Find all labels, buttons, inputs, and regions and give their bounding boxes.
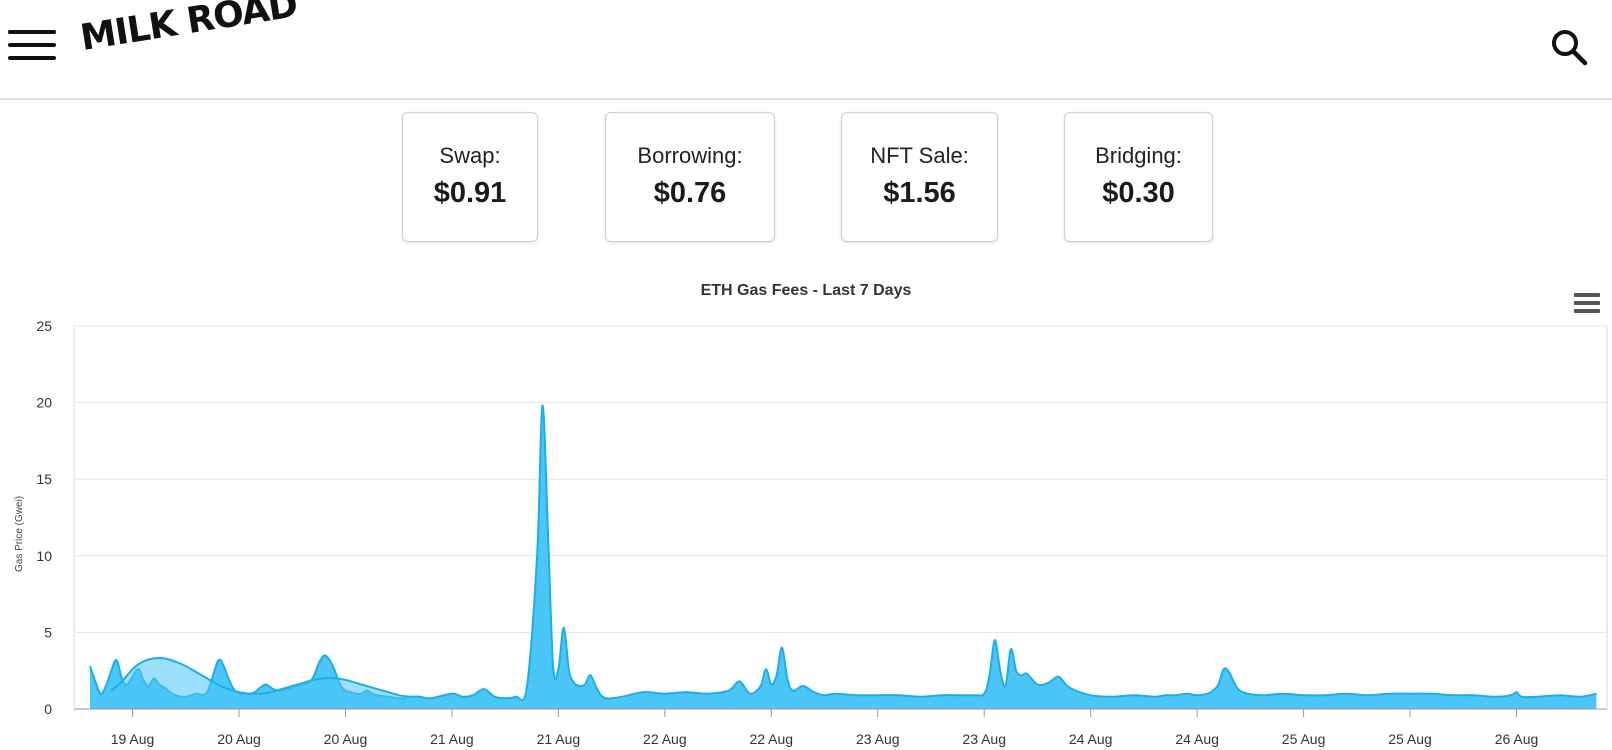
x-tick-label: 19 Aug (111, 731, 155, 747)
x-tick-label: 25 Aug (1282, 731, 1326, 747)
series-line-0 (89, 404, 1597, 702)
y-tick-label: 10 (36, 548, 52, 564)
x-tick-label: 22 Aug (643, 731, 687, 747)
x-tick-label: 20 Aug (324, 731, 368, 747)
x-tick-label: 25 Aug (1388, 731, 1432, 747)
bridging-fee-label: Bridging: (1095, 143, 1182, 168)
y-tick-label: 15 (36, 471, 52, 487)
swap-fee-label: Swap: (439, 143, 501, 168)
x-tick-label: 21 Aug (430, 731, 474, 747)
x-tick-label: 24 Aug (1069, 731, 1113, 747)
plot-border (73, 325, 1608, 710)
x-tick-label: 20 Aug (217, 731, 261, 747)
top-navigation-bar: MILK ROAD (0, 0, 1612, 100)
chart-title: ETH Gas Fees - Last 7 Days (700, 282, 912, 299)
x-tick-label: 23 Aug (962, 731, 1006, 747)
series-area-0 (90, 405, 1597, 709)
bridging-fee-value: $0.30 (1102, 177, 1175, 209)
y-tick-label: 5 (44, 624, 52, 640)
chart-series (89, 404, 1597, 709)
borrowing-fee-label: Borrowing: (637, 143, 743, 168)
swap-fee-card: Swap: $0.91 (402, 112, 538, 242)
series-area-1 (111, 658, 410, 709)
x-tick-label: 21 Aug (537, 731, 581, 747)
hamburger-icon[interactable] (8, 30, 58, 62)
chart-menu-icon[interactable] (1574, 293, 1600, 315)
nft-sale-fee-value: $1.56 (883, 177, 956, 209)
milk-road-logo[interactable]: MILK ROAD (77, 0, 301, 60)
x-tick-label: 22 Aug (749, 731, 793, 747)
x-tick-label: 26 Aug (1495, 731, 1539, 747)
y-tick-label: 0 (44, 701, 52, 717)
borrowing-fee-value: $0.76 (653, 177, 727, 209)
y-axis-label: Gas Price (Gwei) (14, 495, 25, 572)
nft-sale-fee-card: NFT Sale: $1.56 (841, 112, 998, 242)
y-tick-label: 20 (36, 395, 52, 411)
gas-fee-area-chart: 0 5 10 15 20 25 19 Aug 20 Aug 20 Aug 21 Aug 21 Aug… (36, 318, 1608, 747)
y-tick-label: 25 (36, 318, 52, 334)
nft-sale-fee-label: NFT Sale: (870, 143, 969, 168)
search-icon[interactable] (1548, 26, 1590, 68)
borrowing-fee-card: Borrowing: $0.76 (605, 112, 775, 242)
bridging-fee-card: Bridging: $0.30 (1064, 112, 1213, 242)
series-line-1 (110, 657, 410, 698)
swap-fee-value: $0.91 (433, 177, 507, 209)
x-tick-label: 24 Aug (1175, 731, 1219, 747)
chart-gridlines (73, 325, 1608, 710)
x-tick-label: 23 Aug (856, 731, 900, 747)
chart-axes: 0 5 10 15 20 25 19 Aug 20 Aug 20 Aug 21 Aug 21 Aug… (36, 318, 1607, 747)
